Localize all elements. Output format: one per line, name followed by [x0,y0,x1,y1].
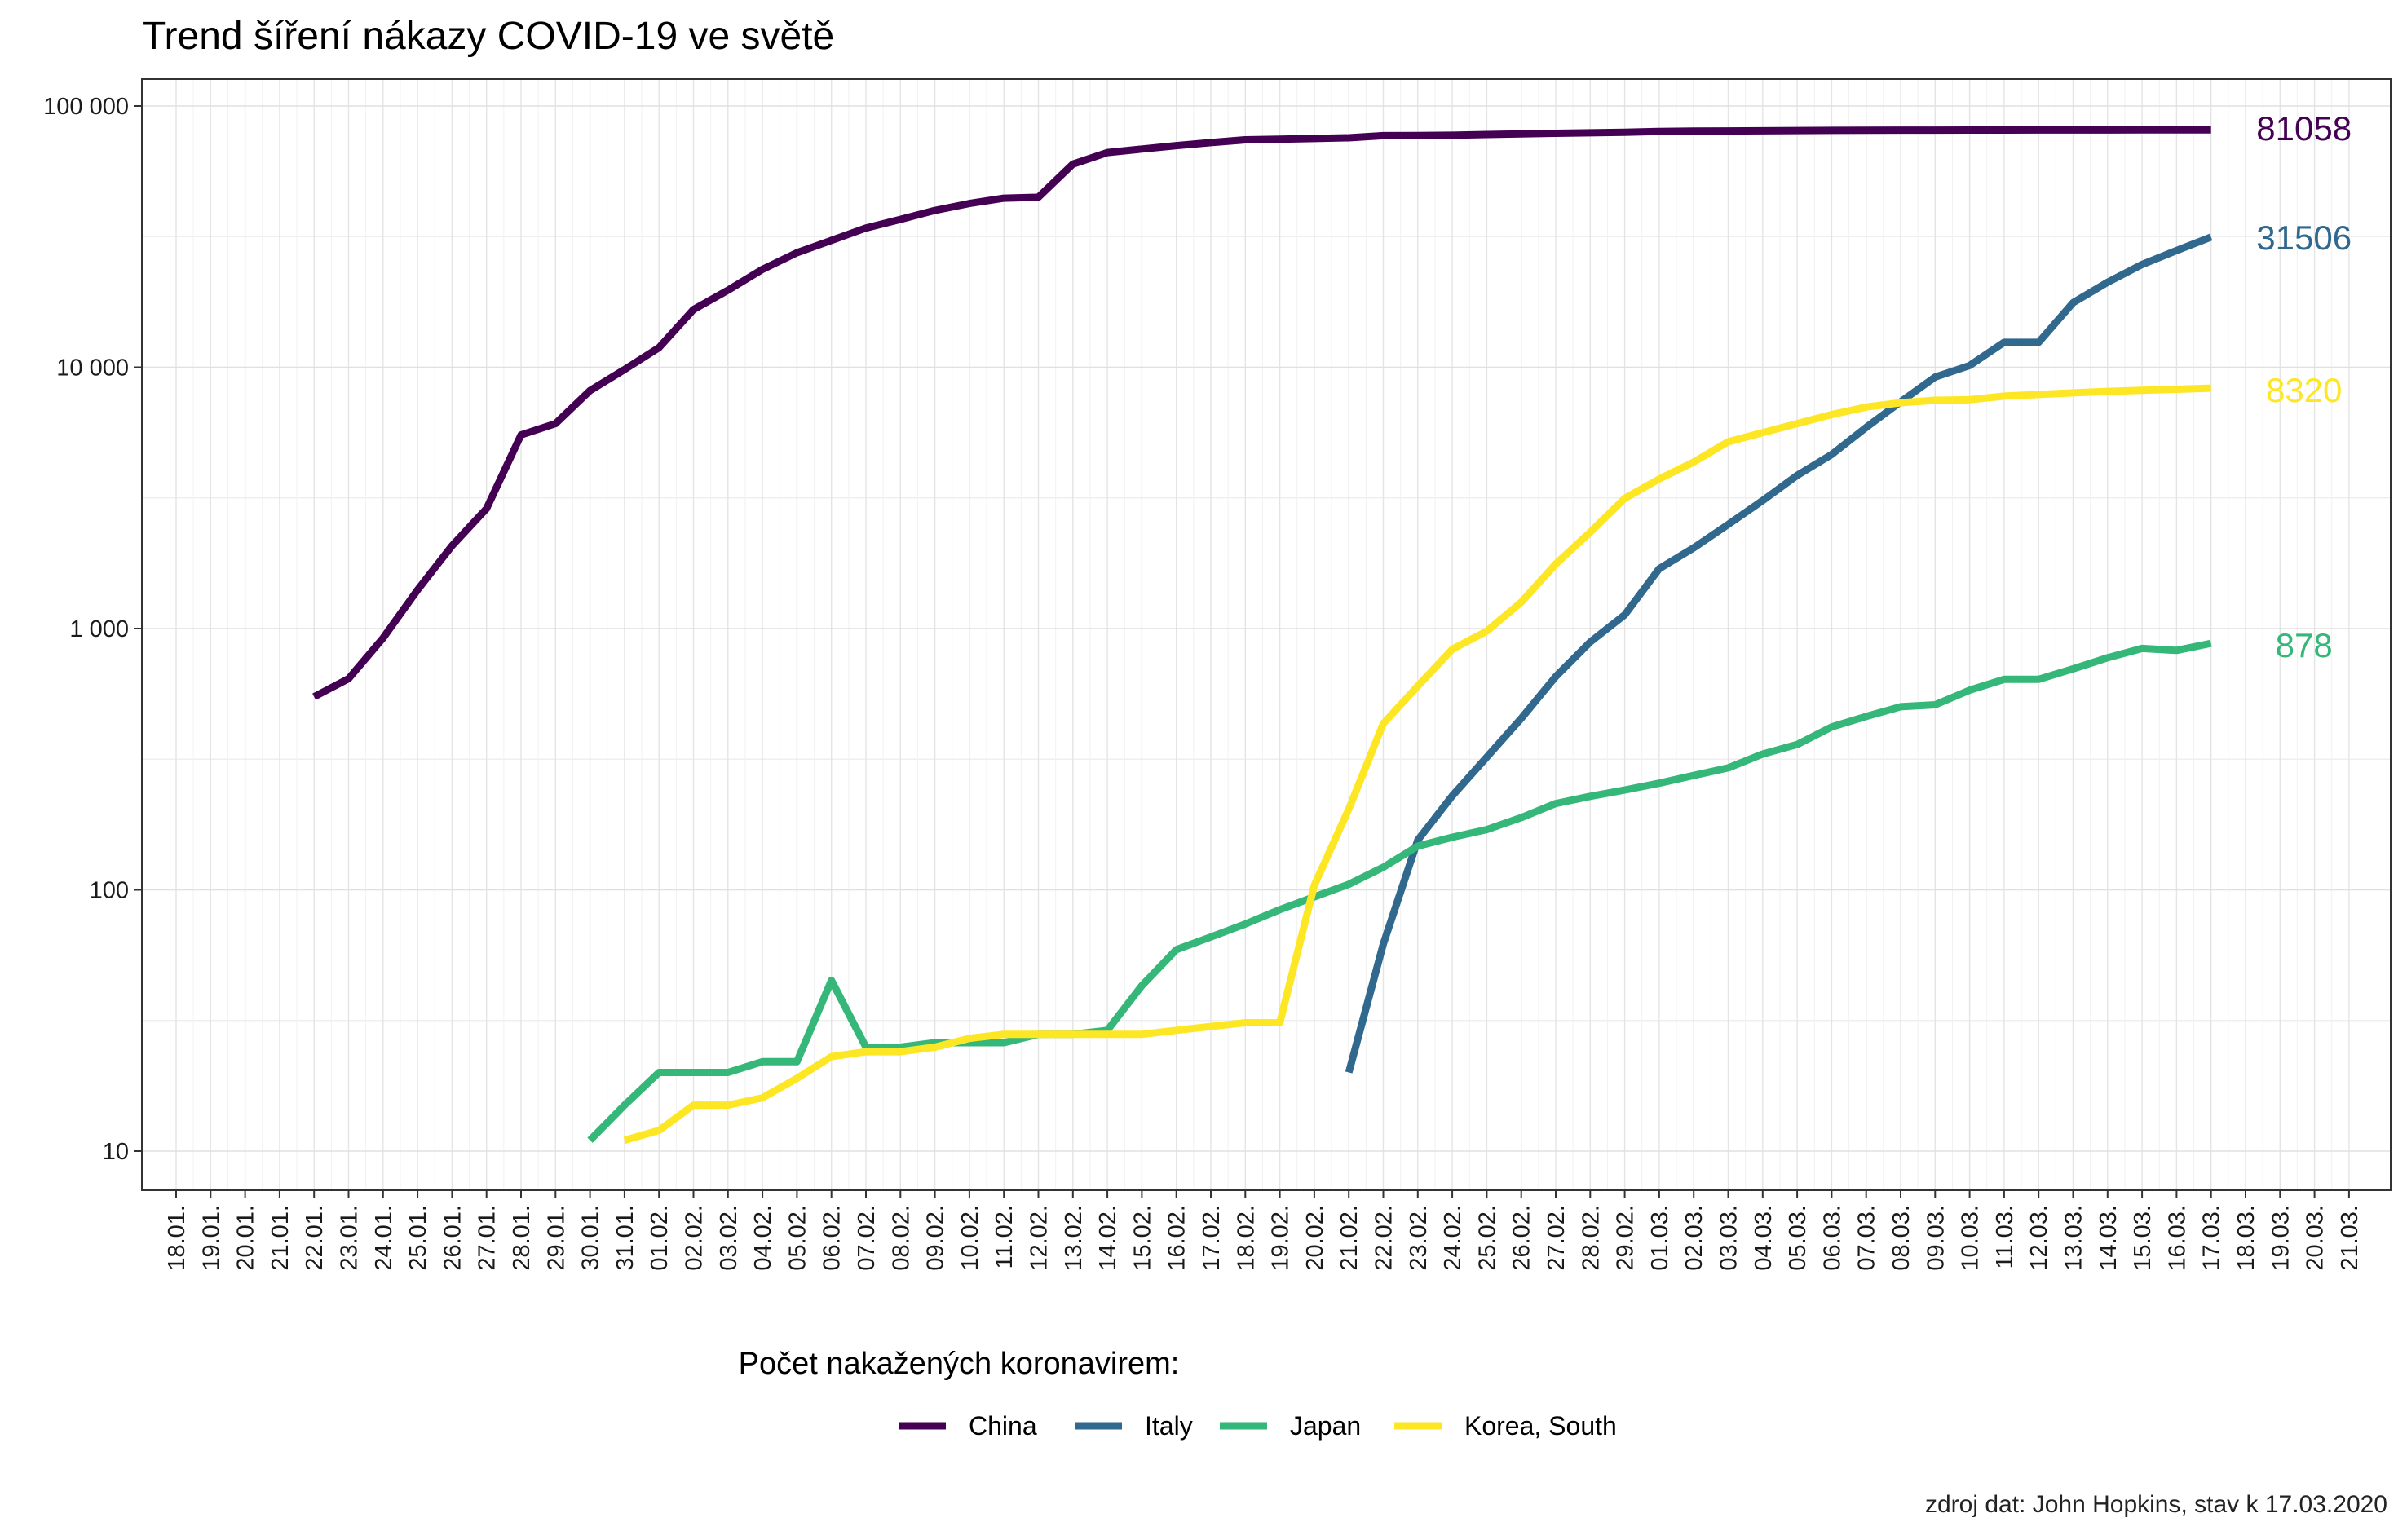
x-tick-label: 20.01. [233,1205,259,1271]
legend: China Italy Japan Korea, South [899,1411,1617,1441]
x-tick-label: 11.02. [992,1205,1018,1269]
x-tick-label: 23.02. [1406,1205,1432,1271]
end-label: 878 [2276,626,2333,664]
x-tick-label: 21.02. [1336,1205,1362,1271]
x-tick-label: 10.02. [957,1205,983,1271]
x-axis: 18.01. 19.01. 20.01. 21.01. 22.01. 23.01. 24.0… [164,1190,2363,1271]
x-tick-label: 05.03. [1785,1205,1811,1271]
x-tick-label: 26.01. [439,1205,466,1271]
series-line-japan [587,639,2212,1143]
series-line-italy [1345,233,2213,1074]
legend-label: Japan [1290,1411,1361,1441]
x-tick-label: 21.01. [267,1205,294,1271]
legend-label: Korea, South [1464,1411,1617,1441]
series-lines [312,126,2213,1145]
y-tick-label: 100 [90,878,129,904]
x-tick-label: 19.01. [198,1205,224,1271]
series-line-korea-south [623,384,2211,1145]
y-axis: 10 100 1 000 10 000 100 000 [43,94,142,1165]
x-tick-label: 08.02. [888,1205,914,1271]
x-tick-label: 25.02. [1474,1205,1500,1271]
y-tick-label: 10 000 [56,355,129,382]
plot-panel [142,79,2391,1190]
series-line-china [312,126,2211,700]
x-tick-label: 18.02. [1233,1205,1259,1271]
x-tick-label: 08.03. [1888,1205,1915,1271]
x-tick-label: 21.03. [2337,1205,2363,1271]
x-tick-label: 18.03. [2233,1205,2259,1271]
x-tick-label: 23.01. [337,1205,363,1271]
x-tick-label: 31.01. [612,1205,638,1271]
x-tick-label: 07.03. [1854,1205,1880,1271]
x-tick-label: 29.02. [1613,1205,1639,1271]
x-tick-label: 03.02. [716,1205,742,1271]
x-tick-label: 04.03. [1751,1205,1777,1271]
x-tick-label: 16.03. [2164,1205,2190,1271]
chart-title: Trend šíření nákazy COVID-19 ve světě [142,15,834,58]
x-tick-label: 19.02. [1268,1205,1294,1271]
x-tick-label: 30.01. [578,1205,604,1271]
x-tick-label: 29.01. [543,1205,569,1271]
legend-label: China [969,1411,1037,1441]
x-tick-label: 14.03. [2096,1205,2122,1271]
x-tick-label: 22.02. [1371,1205,1398,1271]
x-tick-label: 20.03. [2303,1205,2329,1271]
legend-label: Italy [1145,1411,1193,1441]
x-tick-label: 04.02. [750,1205,776,1271]
caption: zdroj dat: John Hopkins, stav k 17.03.20… [1925,1491,2387,1518]
x-tick-label: 01.02. [647,1205,673,1271]
x-tick-label: 06.03. [1819,1205,1845,1271]
x-tick-label: 18.01. [164,1205,190,1271]
x-tick-label: 13.03. [2061,1205,2087,1271]
x-tick-label: 27.02. [1544,1205,1570,1271]
x-tick-label: 17.03. [2199,1205,2225,1271]
y-tick-label: 10 [103,1139,129,1165]
x-tick-label: 12.03. [2026,1205,2052,1271]
end-labels: 81058 31506 878 8320 [2256,109,2352,664]
x-tick-label: 09.02. [923,1205,949,1271]
x-tick-label: 13.02. [1061,1205,1087,1271]
x-tick-label: 19.03. [2268,1205,2294,1271]
x-tick-label: 10.03. [1958,1205,1984,1271]
x-tick-label: 15.03. [2130,1205,2156,1271]
x-tick-label: 24.02. [1440,1205,1466,1271]
x-tick-label: 26.02. [1509,1205,1535,1271]
x-tick-label: 02.02. [682,1205,708,1271]
x-tick-label: 28.01. [509,1205,535,1271]
legend-title: Počet nakažených koronavirem: [739,1347,1180,1381]
x-tick-label: 12.02. [1027,1205,1053,1271]
x-tick-label: 22.01. [302,1205,328,1271]
x-tick-label: 24.01. [371,1205,397,1271]
x-tick-label: 15.02. [1129,1205,1155,1271]
x-tick-label: 05.02. [784,1205,810,1271]
x-tick-label: 27.01. [475,1205,501,1271]
grid-lines [142,79,2391,1190]
end-label: 8320 [2266,371,2342,409]
x-tick-label: 09.03. [1923,1205,1949,1271]
x-tick-label: 02.03. [1681,1205,1707,1271]
x-tick-label: 28.02. [1578,1205,1604,1271]
x-tick-label: 01.03. [1647,1205,1673,1271]
x-tick-label: 06.02. [819,1205,846,1271]
end-label: 31506 [2256,218,2352,257]
x-tick-label: 03.03. [1716,1205,1742,1271]
plot-border [141,78,2392,1191]
y-tick-label: 100 000 [43,94,129,120]
end-label: 81058 [2256,109,2352,148]
x-tick-label: 07.02. [854,1205,880,1271]
x-tick-label: 14.02. [1095,1205,1121,1271]
x-tick-label: 25.01. [405,1205,431,1271]
x-tick-label: 11.03. [1992,1205,2018,1269]
x-tick-label: 17.02. [1199,1205,1225,1271]
x-tick-label: 20.02. [1302,1205,1328,1271]
y-tick-label: 1 000 [69,616,129,642]
x-tick-label: 16.02. [1164,1205,1190,1271]
